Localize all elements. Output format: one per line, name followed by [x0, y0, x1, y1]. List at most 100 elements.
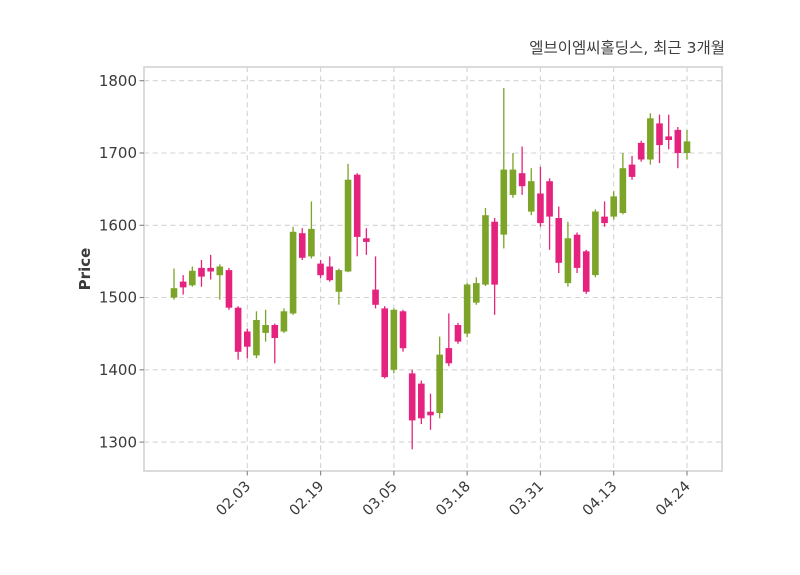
candle-body [363, 238, 370, 242]
candle-body [518, 173, 526, 187]
candle [592, 209, 599, 278]
candle-body [418, 383, 425, 419]
candle [381, 306, 388, 379]
y-tick-label: 1800 [99, 72, 137, 90]
candle [408, 369, 416, 450]
candle [555, 206, 563, 273]
x-tick-label: 03.31 [507, 479, 548, 520]
y-tick-label: 1300 [99, 433, 137, 451]
y-tick-label: 1500 [99, 289, 137, 307]
y-tick-label: 1600 [99, 217, 137, 235]
candle [491, 218, 498, 315]
x-tick-label: 04.13 [580, 479, 621, 520]
candle-body [500, 169, 508, 235]
candle [674, 127, 682, 169]
candle-body [243, 331, 251, 347]
candle [170, 268, 178, 300]
candle-wick [668, 114, 670, 150]
candle-body [610, 196, 618, 217]
candle-body [445, 348, 453, 364]
plot-frame [143, 66, 723, 472]
candle-body [546, 181, 553, 217]
candle-body [234, 307, 242, 352]
candle [280, 308, 288, 333]
candle [253, 311, 260, 359]
candle-body [427, 411, 434, 416]
candle-body [509, 169, 517, 195]
candle-body [335, 270, 343, 292]
candle-wick [603, 201, 606, 227]
candle [216, 264, 224, 300]
candle [619, 153, 627, 215]
candle-body [289, 231, 297, 314]
candle [445, 313, 453, 367]
candle-body [527, 181, 535, 212]
candle [518, 146, 526, 195]
candle [665, 114, 672, 150]
plot-border [143, 66, 723, 472]
candle-body [592, 211, 599, 276]
candle [509, 153, 517, 198]
candle-body [170, 288, 178, 298]
candle-body [372, 289, 379, 305]
candle-body [564, 238, 572, 284]
candle-wick [209, 254, 212, 280]
candle-body [665, 136, 672, 140]
candle [527, 168, 535, 216]
candle-wick [448, 313, 450, 367]
candle [225, 267, 233, 310]
candle [317, 260, 324, 279]
candle-body [399, 311, 407, 349]
candle-body [207, 267, 214, 272]
candle-body [683, 141, 691, 153]
x-tick-label: 03.05 [360, 479, 401, 520]
candle [427, 393, 434, 430]
x-tick-label: 03.18 [433, 479, 474, 520]
candle [399, 309, 407, 352]
candle-wick [274, 323, 276, 364]
candle-body [280, 311, 288, 332]
candle-body [619, 168, 627, 213]
x-tick-label: 02.03 [213, 479, 254, 520]
candle-wick [219, 264, 221, 300]
candle [289, 226, 297, 315]
candle [198, 260, 205, 287]
candle-body [326, 266, 334, 281]
candle [418, 380, 425, 425]
y-tick-label: 1400 [99, 361, 137, 379]
candle [335, 268, 343, 305]
candle-body [637, 142, 645, 160]
candle [271, 323, 279, 364]
candle-body [262, 325, 269, 333]
candle-wick [173, 268, 175, 300]
candle [243, 328, 251, 359]
candle-body [225, 270, 233, 308]
candle-body [601, 216, 608, 224]
candle-body [573, 234, 581, 268]
candle [234, 306, 242, 360]
candle [390, 308, 398, 374]
candle [546, 178, 553, 250]
candle-body [436, 354, 443, 414]
candle [463, 283, 471, 338]
y-tick-label: 1700 [99, 144, 137, 162]
candle-body [216, 266, 224, 276]
candle [500, 88, 508, 249]
candle [308, 201, 315, 259]
candle [628, 155, 636, 180]
candle [262, 309, 269, 342]
axis-ticks [139, 80, 688, 476]
y-axis-label: Price [76, 248, 94, 291]
candle [601, 201, 608, 227]
candle-body [555, 218, 563, 263]
candle-body [253, 320, 260, 356]
x-tick-label: 02.19 [287, 479, 328, 520]
candle [189, 266, 196, 287]
candle [573, 232, 581, 273]
candle-body [198, 267, 205, 277]
candle [656, 114, 663, 164]
candle-body [189, 270, 196, 286]
candle [637, 140, 645, 162]
candles-layer [170, 88, 691, 450]
